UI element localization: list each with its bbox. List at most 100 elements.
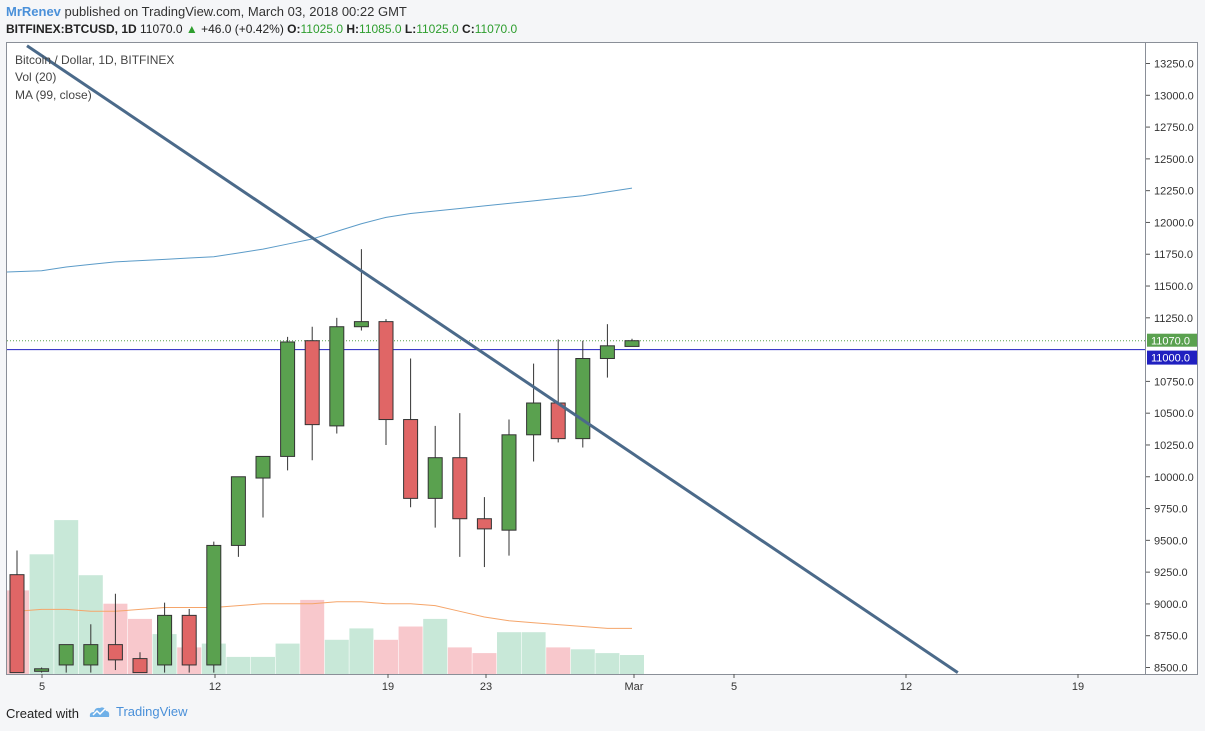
volume-bar [349,628,374,674]
candle-up [58,644,74,666]
volume-bar [324,639,349,674]
candle-down [304,340,320,426]
time-tick-label: 23 [480,681,492,693]
low-label: L: [404,22,417,36]
price-tick-label: 12750.0 [1154,122,1194,134]
published-text: published on TradingView.com, March 03, … [64,4,407,19]
candle-up [329,326,345,427]
volume-bar [595,653,620,674]
volume-bar [447,647,472,674]
time-tick-label: 19 [1072,681,1084,693]
price-tick-label: 9250.0 [1154,567,1188,579]
time-tick-label: 5 [731,681,737,693]
volume-bar [374,639,398,674]
time-tick-label: 12 [209,681,221,693]
price-tick-label: 11500.0 [1154,281,1193,293]
candle-up [255,455,271,479]
tradingview-brand: TradingView [116,704,188,719]
volume-bar [226,656,251,674]
up-arrow-icon: ▲ [185,22,198,36]
hline-badge-label: 11000.0 [1151,353,1190,365]
price-tick-label: 12500.0 [1154,154,1194,166]
candle-up [157,614,173,666]
volume-ma-line [16,601,632,629]
candle-down [132,658,148,674]
trendline [26,44,959,674]
candle-down [452,457,468,520]
volume-bar [570,649,595,674]
price-tick-label: 8750.0 [1154,631,1188,643]
price-change: +46.0 (+0.42%) [201,22,284,36]
candle-up [34,668,50,672]
high-value: 11085.0 [359,22,402,36]
volume-bar [423,618,448,674]
author-link[interactable]: MrRenev [6,4,61,19]
candle-up [501,434,517,531]
price-tick-label: 9000.0 [1154,599,1188,611]
volume-bar [29,554,54,674]
price-tick-label: 13250.0 [1154,59,1194,71]
volume-bar [398,626,423,674]
ohlc-bar: BITFINEX:BTCUSD, 1D 11070.0 ▲ +46.0 (+0.… [6,22,517,36]
candle-down [9,574,25,674]
hline-badge [1147,350,1197,365]
price-tick-label: 10000.0 [1154,472,1194,484]
volume-bar [620,655,644,674]
volume-bar [275,643,300,674]
legend-vol: Vol (20) [15,70,57,84]
time-tick-label: 12 [900,681,912,693]
footer: Created with TradingView [0,700,1205,731]
low-value: 11025.0 [416,22,459,36]
symbol-label: BITFINEX:BTCUSD, 1D [6,22,137,36]
high-label: H: [346,22,360,36]
ma99-line [6,187,633,273]
legend-ma: MA (99, close) [15,88,92,102]
candle-up [280,341,296,457]
volume-bar [300,599,325,674]
candle-up [206,544,222,666]
price-tick-label: 13000.0 [1154,90,1194,102]
price-tick-label: 9500.0 [1154,535,1188,547]
price-tick-label: 10500.0 [1154,408,1194,420]
price-tick-label: 9750.0 [1154,504,1188,516]
time-tick-label: 5 [39,681,45,693]
time-tick-label: Mar [625,681,644,693]
candle-up [526,402,542,436]
candle-up [230,476,246,546]
created-with-text: Created with [6,706,79,721]
volume-bar [546,647,571,674]
candle-down [378,321,394,421]
open-label: O: [287,22,301,36]
candle-up [624,340,640,347]
price-tick-label: 8500.0 [1154,663,1188,675]
candle-up [599,345,615,360]
legend-title: Bitcoin / Dollar, 1D, BITFINEX [15,53,175,67]
open-value: 11025.0 [300,22,344,36]
price-tick-label: 12000.0 [1154,217,1194,229]
tradingview-link[interactable]: TradingView [88,704,188,719]
volume-bar [472,653,497,674]
candle-down [107,644,123,661]
price-tick-label: 10250.0 [1154,440,1194,452]
tradingview-cloud-icon [89,706,110,717]
price-tick-label: 11750.0 [1154,249,1193,261]
candle-down [181,614,197,666]
volume-bar [54,520,79,674]
price-tick-label: 12250.0 [1154,186,1194,198]
header: MrRenev published on TradingView.com, Ma… [0,0,1205,42]
candle-down [403,419,419,499]
candle-up [83,644,99,666]
volume-bar [521,632,546,674]
last-price: 11070.0 [140,22,183,36]
close-label: C: [462,22,475,36]
candle-up [575,358,591,440]
chart-svg: 13250.0 13000.0 12750.0 12500.0 12250.0 12000… [6,44,1197,693]
last-price-badge [1147,333,1197,347]
last-price-badge-label: 11070.0 [1151,336,1190,348]
price-tick-label: 11250.0 [1154,313,1193,325]
volume-bar [497,632,521,674]
publish-info: MrRenev published on TradingView.com, Ma… [6,4,407,19]
price-tick-label: 10750.0 [1154,376,1194,388]
chart-pane[interactable] [6,42,1146,675]
candle-up [353,321,369,328]
